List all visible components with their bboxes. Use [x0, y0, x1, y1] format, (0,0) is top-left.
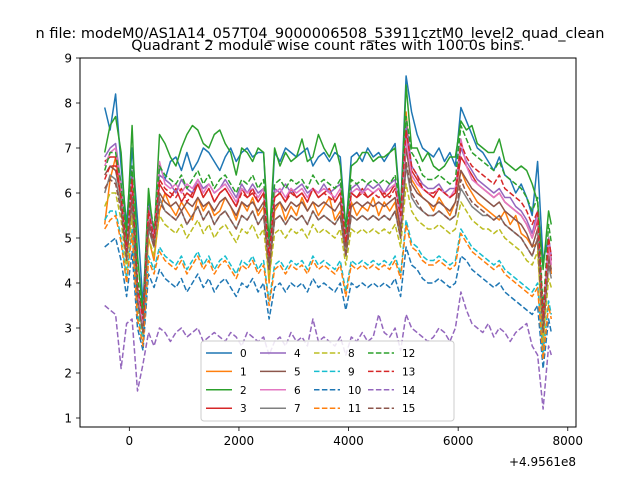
series-line-8: [104, 183, 553, 343]
y-tick-label: 9: [64, 52, 72, 66]
legend-label-13: 13: [402, 366, 415, 378]
x-tick-label: 2000: [224, 434, 255, 448]
x-tick-label: 6000: [443, 434, 474, 448]
series-line-10: [104, 237, 553, 370]
x-axis: 0 2000 4000 6000 8000: [126, 427, 584, 448]
legend-label-10: 10: [348, 385, 361, 397]
legend-label-7: 7: [294, 403, 301, 415]
series-line-5: [104, 147, 553, 329]
series-line-9: [104, 210, 553, 356]
legend-label-6: 6: [294, 385, 301, 397]
x-tick-label: 8000: [553, 434, 584, 448]
legend-label-4: 4: [294, 348, 301, 360]
plot-frame: [79, 57, 577, 428]
y-tick-label: 4: [64, 277, 72, 291]
legend-label-12: 12: [402, 348, 415, 360]
legend-label-3: 3: [240, 403, 247, 415]
y-tick-label: 8: [64, 97, 72, 111]
x-tick-label: 4000: [333, 434, 364, 448]
series-line-12: [103, 115, 553, 316]
series-line-11: [104, 214, 553, 361]
series-layer: [103, 75, 553, 410]
legend-label-15: 15: [402, 403, 415, 415]
series-line-2: [103, 84, 553, 316]
legend-label-11: 11: [348, 403, 361, 415]
x-tick-label: 0: [126, 434, 134, 448]
series-line-15: [104, 160, 553, 334]
y-tick-label: 7: [64, 142, 72, 156]
y-axis: 1 2 3 4 5 6 7 8 9: [64, 52, 80, 426]
legend-label-2: 2: [240, 385, 247, 397]
y-tick-label: 3: [64, 322, 72, 336]
y-tick-label: 1: [64, 412, 72, 426]
figure-suptitle: n file: modeM0/AS1A14_057T04_9000006508_…: [36, 26, 605, 42]
legend-label-14: 14: [402, 385, 416, 397]
legend-label-5: 5: [294, 366, 301, 378]
plot-area: [103, 75, 553, 410]
legend-label-9: 9: [348, 366, 355, 378]
y-tick-label: 6: [64, 187, 72, 201]
legend-label-8: 8: [348, 348, 355, 360]
series-line-6: [104, 138, 553, 325]
x-offset-label: +4.9561e8: [509, 455, 576, 469]
chart-title: Quadrant 2 module wise count rates with …: [131, 38, 525, 54]
legend-label-1: 1: [240, 366, 247, 378]
series-line-0: [103, 75, 553, 307]
legend-box: [200, 340, 455, 422]
series-line-13: [104, 129, 553, 320]
y-tick-label: 5: [64, 232, 72, 246]
y-tick-label: 2: [64, 367, 72, 381]
legend-label-0: 0: [240, 348, 247, 360]
